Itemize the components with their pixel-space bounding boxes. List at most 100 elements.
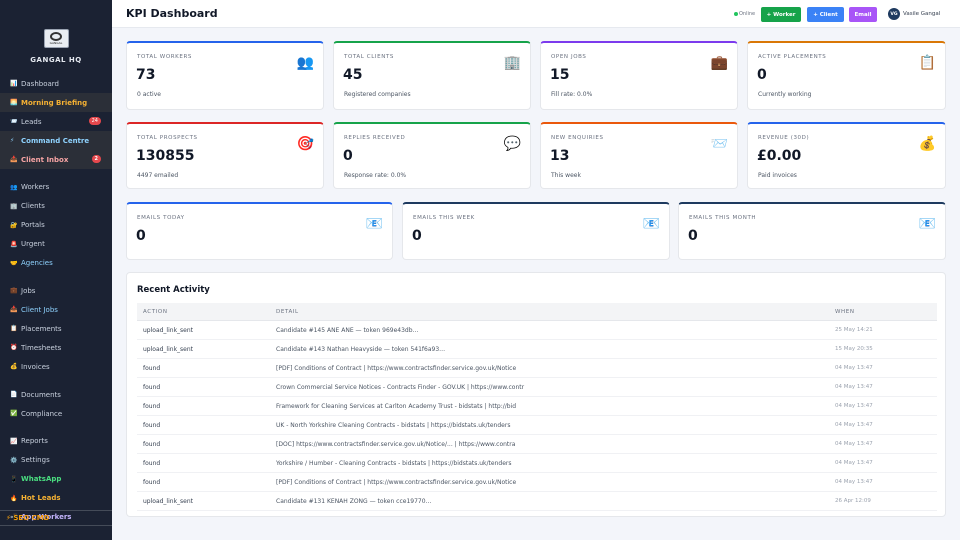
sidebar-item-client-jobs[interactable]: 📥 Client Jobs [10, 305, 58, 314]
sidebar-item-placements[interactable]: 📋 Placements [10, 324, 62, 333]
speech-bubble-icon: 💬 [503, 136, 521, 152]
email-icon: 📧 [365, 216, 383, 232]
money-bag-icon: 💰 [10, 363, 18, 371]
envelope-icon: 📨 [710, 136, 728, 152]
logo-text: GANGAL [49, 41, 63, 45]
table-row[interactable]: found Yorkshire / Humber - Cleaning Contr… [137, 454, 937, 473]
phone-icon: 📱 [10, 475, 18, 483]
avatar: VG [888, 8, 900, 20]
sidebar-item-seo-cmd[interactable]: ⚡ SEO CMD [0, 510, 112, 526]
table-row[interactable]: upload_link_sent Candidate #145 ANE ANE —… [137, 321, 937, 340]
users-icon: 👥 [296, 55, 314, 71]
inbox-icon: 📥 [10, 306, 18, 314]
page-title: KPI Dashboard [126, 7, 218, 20]
sidebar-item-settings[interactable]: ⚙️ Settings [10, 456, 50, 465]
table-row[interactable]: found [PDF] Conditions of Contract | http… [137, 359, 937, 378]
table-row[interactable]: found [DOC] https://www.contractsfinder.s… [137, 435, 937, 454]
brand-name: GANGAL HQ [30, 56, 82, 64]
mobile-arrow-icon: 📲 [10, 513, 18, 521]
kpi-card-emails-this-week[interactable]: EMAILS THIS WEEK 0 📧 [402, 202, 670, 260]
sidebar-item-morning-briefing[interactable]: 🌅 Morning Briefing [0, 93, 112, 112]
add-client-button[interactable]: + Client [807, 7, 844, 22]
sidebar-item-timesheets[interactable]: ⏰ Timesheets [10, 343, 62, 352]
sidebar-item-agencies[interactable]: 🤝 Agencies [10, 259, 53, 268]
email-icon: 📧 [918, 216, 936, 232]
email-button[interactable]: Email [849, 7, 877, 22]
activity-table-header: ACTION DETAIL WHEN [137, 303, 937, 321]
envelope-icon: 📨 [10, 118, 18, 125]
fire-icon: 🔥 [10, 494, 18, 502]
sunrise-icon: 🌅 [10, 99, 18, 106]
column-header-when: WHEN [835, 309, 855, 315]
sidebar-item-invoices[interactable]: 💰 Invoices [10, 362, 50, 371]
gear-icon: ⚙️ [10, 456, 18, 464]
table-row[interactable]: found Crown Commercial Service Notices - … [137, 378, 937, 397]
lock-icon: 🔐 [10, 221, 18, 229]
kpi-card-total-prospects[interactable]: TOTAL PROSPECTS 130855 4497 emailed 🎯 [126, 122, 324, 189]
sidebar-item-hot-leads[interactable]: 🔥 Hot Leads [10, 494, 61, 503]
chart-icon: 📊 [10, 80, 18, 87]
sidebar-item-app-workers[interactable]: 📲 App Workers [10, 513, 72, 522]
logo[interactable]: GANGAL [43, 29, 69, 48]
alarm-clock-icon: ⏰ [10, 344, 18, 352]
kpi-card-total-clients[interactable]: TOTAL CLIENTS 45 Registered companies 🏢 [333, 41, 531, 110]
table-row[interactable]: found [PDF] Conditions of Contract | http… [137, 473, 937, 492]
table-row[interactable]: upload_link_sent Candidate #143 Nathan He… [137, 340, 937, 359]
sidebar: GANGAL GANGAL HQ 📊 Dashboard 🌅 Morning Bri… [0, 0, 112, 540]
table-row[interactable]: found Framework for Cleaning Services at … [137, 397, 937, 416]
table-row[interactable]: found UK - North Yorkshire Cleaning Contr… [137, 416, 937, 435]
kpi-card-emails-today[interactable]: EMAILS TODAY 0 📧 [126, 202, 393, 260]
sidebar-item-compliance[interactable]: ✅ Compliance [10, 409, 63, 418]
trend-chart-icon: 📈 [10, 437, 18, 445]
kpi-card-revenue[interactable]: REVENUE (30D) £0.00 Paid invoices 💰 [747, 122, 946, 189]
kpi-card-total-workers[interactable]: TOTAL WORKERS 73 0 active 👥 [126, 41, 324, 110]
top-header: KPI Dashboard Online + Worker + Client E… [112, 0, 960, 28]
kpi-card-emails-this-month[interactable]: EMAILS THIS MONTH 0 📧 [678, 202, 946, 260]
recent-activity-panel: Recent Activity ACTION DETAIL WHEN uploa… [126, 272, 946, 517]
clipboard-icon: 📋 [918, 55, 936, 71]
sidebar-item-reports[interactable]: 📈 Reports [10, 437, 48, 446]
table-row[interactable]: upload_link_sent Candidate #131 KENAH ZON… [137, 492, 937, 511]
handshake-icon: 🤝 [10, 259, 18, 267]
sidebar-item-client-inbox[interactable]: 📥 Client Inbox 2 [0, 150, 112, 169]
sidebar-item-workers[interactable]: 👥 Workers [10, 183, 50, 192]
briefcase-icon: 💼 [10, 287, 18, 295]
sidebar-item-portals[interactable]: 🔐 Portals [10, 221, 45, 230]
kpi-card-replies-received[interactable]: REPLIES RECEIVED 0 Response rate: 0.0% 💬 [333, 122, 531, 189]
user-menu[interactable]: VG Vasile Gangal [888, 8, 940, 20]
user-name: Vasile Gangal [903, 11, 941, 17]
add-worker-button[interactable]: + Worker [761, 7, 801, 22]
online-status: Online [734, 11, 755, 17]
inbox-icon: 📥 [10, 156, 18, 163]
sidebar-item-leads[interactable]: 📨 Leads 24 [0, 112, 112, 131]
briefcase-icon: 💼 [710, 55, 728, 71]
leads-count-badge: 24 [88, 117, 101, 125]
lightning-icon: ⚡ [10, 137, 15, 144]
sidebar-item-whatsapp[interactable]: 📱 WhatsApp [10, 475, 62, 484]
siren-icon: 🚨 [10, 240, 18, 248]
online-dot-icon [734, 11, 738, 16]
sidebar-item-jobs[interactable]: 💼 Jobs [10, 286, 36, 295]
sidebar-item-clients[interactable]: 🏢 Clients [10, 202, 45, 211]
money-bag-icon: 💰 [918, 136, 936, 152]
email-icon: 📧 [642, 216, 660, 232]
recent-activity-title: Recent Activity [137, 285, 210, 295]
target-icon: 🎯 [296, 136, 314, 152]
column-header-detail: DETAIL [276, 309, 299, 315]
column-header-action: ACTION [143, 309, 168, 315]
sidebar-item-urgent[interactable]: 🚨 Urgent [10, 240, 45, 249]
kpi-card-new-enquiries[interactable]: NEW ENQUIRIES 13 This week 📨 [540, 122, 738, 189]
sidebar-nav: 📊 Dashboard 🌅 Morning Briefing 📨 Leads 24 ⚡ C… [0, 74, 112, 527]
check-icon: ✅ [10, 410, 18, 418]
sidebar-item-documents[interactable]: 📄 Documents [10, 390, 61, 399]
document-icon: 📄 [10, 391, 18, 399]
building-icon: 🏢 [10, 202, 18, 210]
kpi-card-open-jobs[interactable]: OPEN JOBS 15 Fill rate: 0.0% 💼 [540, 41, 738, 110]
building-icon: 🏢 [503, 55, 521, 71]
users-icon: 👥 [10, 183, 18, 191]
sidebar-item-dashboard[interactable]: 📊 Dashboard [10, 79, 59, 88]
inbox-count-badge: 2 [91, 155, 101, 163]
kpi-card-active-placements[interactable]: ACTIVE PLACEMENTS 0 Currently working 📋 [747, 41, 946, 110]
sidebar-item-command-centre[interactable]: ⚡ Command Centre [0, 131, 112, 150]
clipboard-icon: 📋 [10, 325, 18, 333]
